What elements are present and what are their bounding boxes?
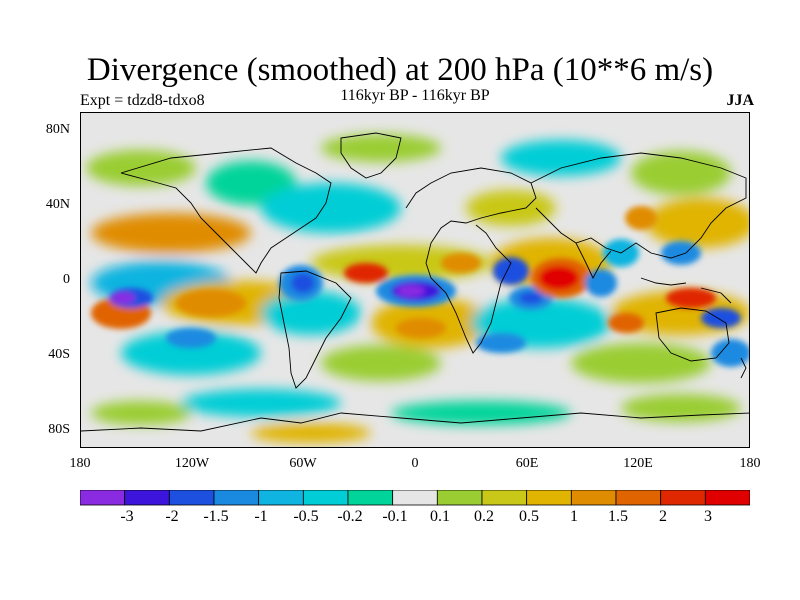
lon-tick-120w: 120W	[174, 456, 210, 471]
chart-title: Divergence (smoothed) at 200 hPa (10**6 …	[86, 52, 714, 88]
divergence-map	[80, 112, 750, 448]
colorbar-label: 1	[570, 508, 578, 525]
lat-tick-40n: 40N	[45, 197, 70, 212]
colorbar-swatch	[213, 490, 260, 506]
colorbar-label: 1.5	[608, 508, 628, 525]
lat-tick-80s: 80S	[48, 422, 70, 437]
colorbar-label: 2	[659, 508, 667, 525]
colorbar-swatch	[302, 490, 349, 506]
colorbar-swatch	[80, 490, 126, 506]
colorbar-label: 0.1	[430, 508, 450, 525]
experiment-label: Expt = tdzd8-tdxo8	[80, 92, 205, 109]
colorbar-label: -0.1	[382, 508, 408, 525]
lat-tick-0: 0	[63, 272, 70, 287]
colorbar-swatch	[526, 490, 572, 506]
colorbar-label: -1.5	[203, 508, 229, 525]
season-label: JJA	[726, 92, 754, 109]
colorbar-swatch	[258, 490, 304, 506]
colorbar-swatch	[168, 490, 215, 506]
colorbar-swatch	[392, 490, 438, 506]
colorbar-swatch	[704, 490, 750, 506]
lon-tick-180w: 180	[69, 456, 91, 471]
colorbar-swatch	[615, 490, 662, 506]
colorbar-label: -0.5	[293, 508, 319, 525]
colorbar-label: 0.2	[474, 508, 494, 525]
divergence-field	[81, 132, 749, 443]
colorbar-label: -1	[254, 508, 268, 525]
colorbar-swatch	[124, 490, 170, 506]
lon-tick-180e: 180	[739, 456, 761, 471]
colorbar-label: -2	[165, 508, 179, 525]
colorbar-swatch	[570, 490, 617, 506]
colorbar-swatch	[347, 490, 394, 506]
colorbar-swatch	[436, 490, 483, 506]
colorbar-swatch	[481, 490, 528, 506]
colorbar-swatch	[660, 490, 706, 506]
lon-tick-0: 0	[411, 456, 419, 471]
chart-subtitle: 116kyr BP - 116kyr BP	[340, 87, 490, 104]
lon-tick-120e: 120E	[623, 456, 653, 471]
lon-tick-60e: 60E	[515, 456, 539, 471]
lat-tick-80n: 80N	[45, 122, 70, 137]
colorbar	[80, 490, 750, 506]
lat-tick-40s: 40S	[48, 347, 70, 362]
colorbar-label: -0.2	[337, 508, 363, 525]
colorbar-label: 0.5	[519, 508, 539, 525]
lon-tick-60w: 60W	[289, 456, 317, 471]
colorbar-label: 3	[704, 508, 712, 525]
colorbar-label: -3	[120, 508, 134, 525]
